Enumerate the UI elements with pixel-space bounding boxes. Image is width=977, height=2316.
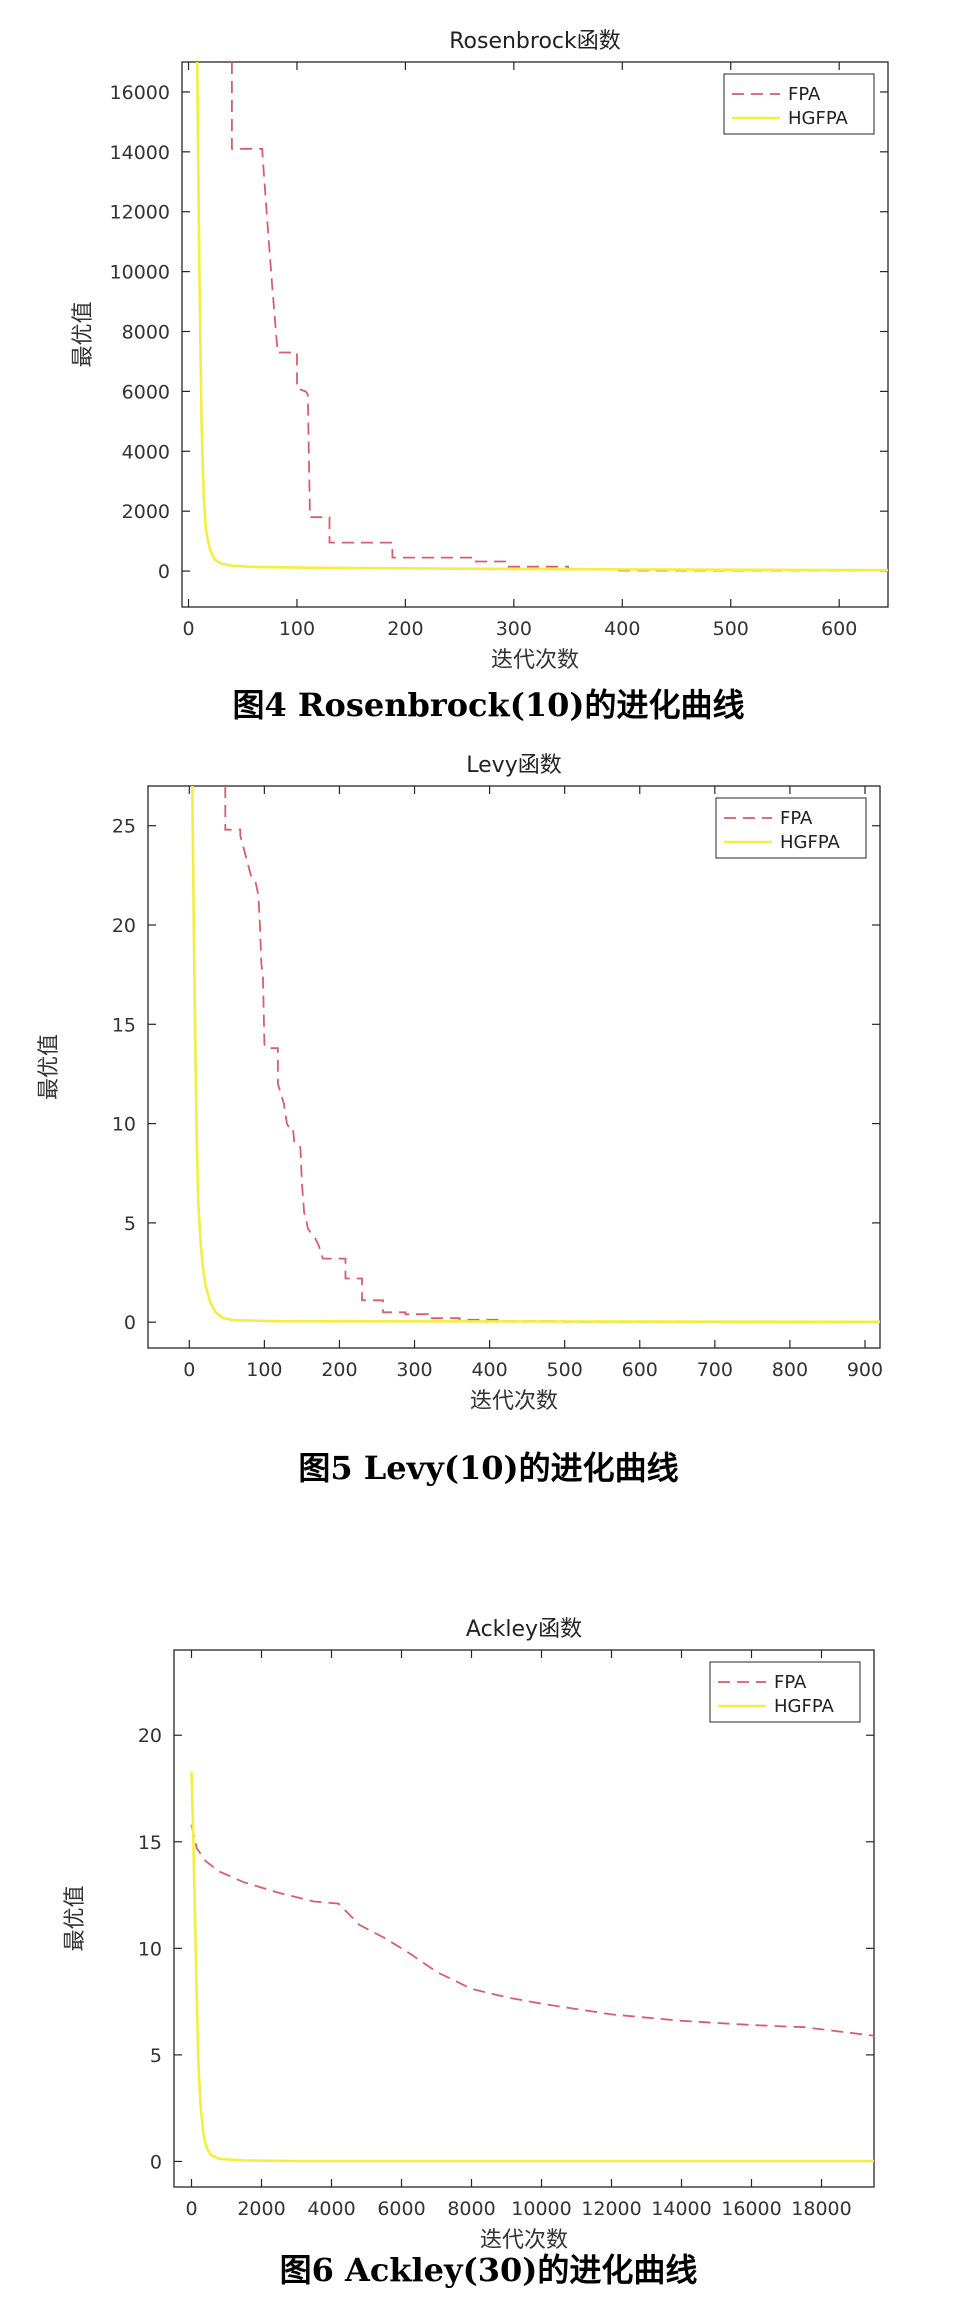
x-tick-label: 14000 (651, 2198, 711, 2220)
x-tick-label: 16000 (721, 2198, 781, 2220)
y-tick-label: 20 (112, 915, 136, 937)
x-tick-label: 700 (697, 1359, 733, 1381)
chart-levy: Levy函数 0 100 200 300 400 500 600 700 800 900 0 5 10 15… (37, 753, 883, 1414)
x-tick-label: 100 (246, 1359, 282, 1381)
legend-label-fpa: FPA (780, 808, 813, 829)
y-tick-label: 12000 (110, 202, 170, 224)
x-tick-label: 500 (713, 618, 749, 640)
chart-title: Rosenbrock函数 (449, 29, 621, 54)
y-tick-label: 15 (138, 1832, 162, 1854)
series-line-fpa (230, 62, 888, 572)
series-line-hgfpa (191, 786, 880, 1324)
x-tick-label: 0 (182, 618, 194, 640)
plot-frame (181, 61, 889, 608)
legend-label-fpa: FPA (774, 1672, 807, 1693)
x-tick-label: 600 (821, 618, 857, 640)
y-tick-label: 10 (112, 1114, 136, 1136)
x-tick-label: 300 (496, 618, 532, 640)
chart-ackley: Ackley函数 0 2000 4000 6000 8000 10000 12000 14000… (63, 1617, 875, 2253)
x-tick-label: 100 (279, 618, 315, 640)
legend-label-hgfpa: HGFPA (780, 832, 841, 853)
x-tick-label: 10000 (511, 2198, 571, 2220)
x-tick-label: 4000 (307, 2198, 355, 2220)
y-tick-label: 5 (150, 2045, 162, 2067)
x-tick-label: 12000 (581, 2198, 641, 2220)
series-line-hgfpa (190, 1771, 874, 2163)
x-tick-label: 800 (772, 1359, 808, 1381)
x-tick-label: 500 (547, 1359, 583, 1381)
y-tick-label: 25 (112, 816, 136, 838)
y-tick-label: 0 (150, 2151, 162, 2173)
x-tick-label: 400 (471, 1359, 507, 1381)
legend-label-fpa: FPA (788, 84, 821, 105)
x-tick-label: 0 (183, 1359, 195, 1381)
x-tick-label: 300 (396, 1359, 432, 1381)
figure-caption-4: 图4 Rosenbrock(10)的进化曲线 (232, 686, 745, 724)
series-group (191, 786, 880, 1324)
y-tick-label: 5 (124, 1213, 136, 1235)
y-tick-label: 8000 (122, 322, 170, 344)
x-tick-label: 2000 (237, 2198, 285, 2220)
x-tick-label: 200 (321, 1359, 357, 1381)
y-tick-label: 4000 (122, 441, 170, 463)
plot-frame (147, 785, 881, 1349)
figure-caption-6: 图6 Ackley(30)的进化曲线 (279, 2251, 698, 2289)
series-group (190, 1771, 874, 2163)
legend-box (723, 73, 875, 135)
x-tick-label: 18000 (791, 2198, 851, 2220)
chart-title: Ackley函数 (466, 1617, 582, 1642)
y-tick-label: 15 (112, 1014, 136, 1036)
plot-frame (173, 1649, 875, 2188)
y-tick-label: 6000 (122, 381, 170, 403)
x-axis-label: 迭代次数 (470, 1389, 558, 1414)
y-axis-label: 最优值 (63, 1885, 88, 1951)
legend-box (709, 1661, 861, 1723)
y-tick-label: 10000 (110, 262, 170, 284)
y-axis-label: 最优值 (37, 1034, 62, 1100)
cropped-body-text-fragment (60, 1488, 960, 1508)
legend-label-hgfpa: HGFPA (774, 1696, 835, 1717)
series-line-hgfpa (195, 62, 888, 572)
y-tick-label: 10 (138, 1938, 162, 1960)
y-tick-label: 2000 (122, 501, 170, 523)
series-line-fpa (224, 786, 880, 1323)
y-tick-label: 0 (124, 1312, 136, 1334)
legend-box (715, 797, 867, 859)
legend-label-hgfpa: HGFPA (788, 108, 849, 129)
y-tick-label: 20 (138, 1725, 162, 1747)
series-group (195, 62, 888, 572)
chart-title: Levy函数 (466, 753, 561, 778)
x-axis-label: 迭代次数 (491, 648, 579, 673)
y-tick-label: 0 (158, 561, 170, 583)
x-tick-label: 6000 (377, 2198, 425, 2220)
y-tick-label: 16000 (110, 82, 170, 104)
series-line-fpa (190, 1824, 874, 2037)
x-tick-label: 900 (847, 1359, 883, 1381)
x-tick-label: 8000 (447, 2198, 495, 2220)
x-tick-label: 400 (604, 618, 640, 640)
x-tick-label: 0 (185, 2198, 197, 2220)
figure-caption-5: 图5 Levy(10)的进化曲线 (298, 1449, 679, 1487)
y-tick-label: 14000 (110, 142, 170, 164)
chart-panel-levy: Levy函数 0 100 200 300 400 500 600 700 800 900 0 5 10 15… (0, 748, 977, 1508)
chart-panel-rosenbrock: Rosenbrock函数 0 100 200 300 400 500 600 0 2000 4000… (0, 0, 977, 760)
x-tick-label: 200 (387, 618, 423, 640)
x-tick-label: 600 (622, 1359, 658, 1381)
chart-panel-ackley: Ackley函数 0 2000 4000 6000 8000 10000 12000 14000… (0, 1585, 977, 2316)
x-axis-label: 迭代次数 (480, 2228, 568, 2253)
y-axis-label: 最优值 (71, 301, 96, 367)
